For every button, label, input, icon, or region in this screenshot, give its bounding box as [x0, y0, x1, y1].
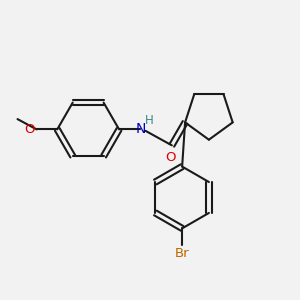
- Text: N: N: [136, 122, 146, 136]
- Text: O: O: [25, 123, 35, 136]
- Text: Br: Br: [175, 247, 190, 260]
- Text: O: O: [165, 151, 175, 164]
- Text: H: H: [145, 114, 154, 127]
